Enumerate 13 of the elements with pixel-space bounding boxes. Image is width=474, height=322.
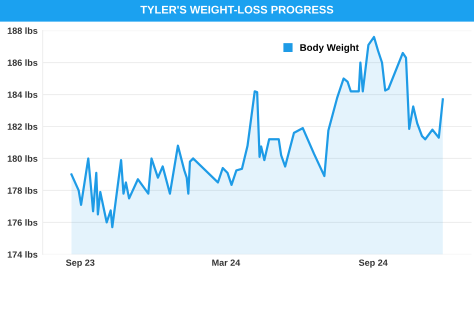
x-tick-label: Mar 24 [212, 259, 240, 266]
x-tick-label: Sep 24 [358, 259, 388, 268]
y-tick-label: 182 lbs [8, 123, 38, 130]
y-tick-label: 178 lbs [8, 187, 38, 194]
legend-label: Body Weight [300, 44, 359, 53]
chart-title: TYLER'S WEIGHT-LOSS PROGRESS [140, 6, 334, 14]
y-tick-label: 188 lbs [8, 27, 38, 34]
x-tick-label: Sep 23 [66, 259, 95, 268]
y-tick-label: 180 lbs [8, 155, 38, 162]
y-tick-label: 186 lbs [8, 59, 38, 66]
y-tick-label: 176 lbs [8, 219, 38, 226]
y-tick-label: 174 lbs [8, 251, 38, 258]
y-tick-label: 184 lbs [8, 91, 38, 98]
